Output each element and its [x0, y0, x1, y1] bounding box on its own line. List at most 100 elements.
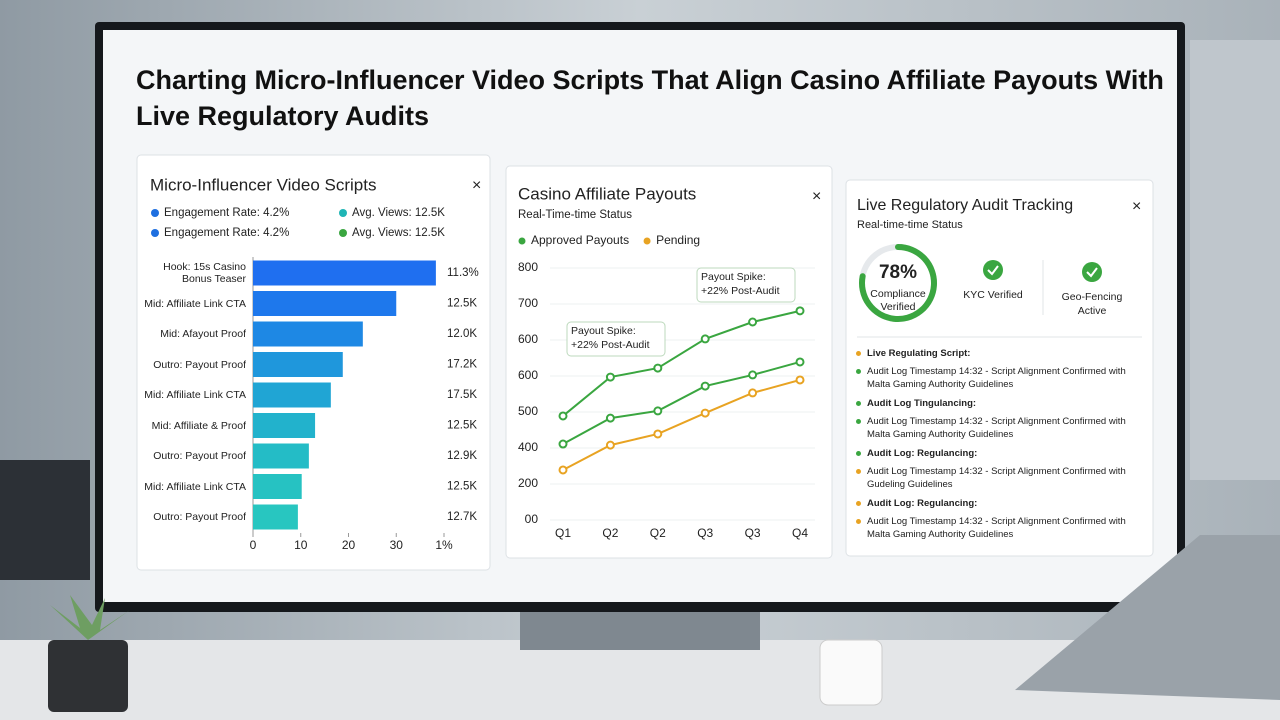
point [605, 372, 615, 382]
legend-text: Approved Payouts [531, 233, 629, 247]
x-tick-label: 20 [342, 538, 356, 552]
cup [819, 639, 883, 706]
log-dot [856, 351, 861, 356]
y-tick-label-box: Mid: Affiliate Link CTA [144, 480, 246, 493]
log-item: Audit Log Timestamp 14:32 - Script Align… [856, 415, 1146, 441]
point [748, 370, 758, 380]
y-tick-label: Hook: 15s Casino Bonus Teaser [163, 261, 246, 285]
point [605, 413, 615, 423]
close-icon[interactable]: × [1132, 198, 1141, 215]
y-tick-label-box: Mid: Affiliate Link CTA [144, 389, 246, 401]
legend-text: Engagement Rate: 4.2% [164, 227, 289, 239]
x-tick-label: 10 [294, 538, 308, 552]
log-dot [856, 469, 861, 474]
close-icon[interactable]: × [472, 177, 481, 194]
point [605, 440, 615, 450]
check-mark [1086, 267, 1098, 278]
plant [50, 595, 130, 640]
legend-dot [518, 237, 526, 245]
annotation-box [566, 321, 666, 357]
side-label: 17.2K [447, 359, 477, 371]
legend-dot [151, 209, 159, 217]
point [700, 381, 710, 391]
close-icon[interactable]: × [812, 188, 821, 205]
y-tick-label: 500 [518, 404, 538, 418]
x-tick-label: Q4 [792, 526, 808, 540]
check-label: KYC Verified [963, 289, 1023, 301]
check-mark [987, 265, 999, 276]
log-text: Audit Log Timestamp 14:32 - Script Align… [867, 516, 1126, 540]
bar [253, 474, 302, 499]
log-item: Audit Log Tingulancing: [856, 397, 1146, 410]
y-tick-label: Outro: Payout Proof [153, 358, 246, 371]
bar [253, 321, 363, 347]
point [700, 408, 710, 418]
legend-dot [643, 237, 651, 245]
log-dot [856, 369, 861, 374]
point [558, 439, 568, 449]
point [653, 363, 663, 373]
side-label: 11.3% [447, 267, 479, 279]
x-tick-label: Q3 [745, 526, 761, 540]
legend-text: Pending [656, 233, 700, 247]
gauge-label-box: Compliance Verified [870, 288, 925, 313]
annotation: Payout Spike: +22% Post-Audit [571, 325, 650, 351]
side-label: 12.5K [447, 420, 477, 432]
panel-title: Micro-Influencer Video Scripts [150, 175, 376, 194]
log-text: Audit Log Timestamp 14:32 - Script Align… [867, 416, 1126, 440]
log-item: Audit Log Timestamp 14:32 - Script Align… [856, 465, 1146, 491]
log-box: Live Regulating Script: Audit Log Timesta… [856, 347, 1146, 541]
y-tick-label: Mid: Affiliate Link CTA [144, 389, 246, 401]
laptop [1015, 535, 1280, 700]
audit-log: Live Regulating Script: Audit Log Timesta… [856, 347, 1146, 541]
panel-subtitle: Real-time-time Status [857, 219, 963, 231]
check-label: Geo-Fencing Active [1061, 291, 1123, 317]
side-label: 12.5K [447, 481, 477, 493]
check-icon [983, 260, 1003, 280]
bar [253, 413, 316, 438]
legend-text: Avg. Views: 12.5K [352, 207, 445, 219]
point [700, 334, 710, 344]
y-tick-label: 00 [525, 512, 539, 526]
legend-dot [151, 229, 159, 237]
side-label: 12.9K [447, 450, 477, 462]
y-tick-label-box: Mid: Affiliate & Proof [152, 420, 246, 432]
log-text: Audit Log Tingulancing: [867, 398, 977, 409]
point [795, 357, 805, 367]
y-tick-label-box: Hook: 15s Casino Bonus Teaser [163, 261, 246, 285]
window [1190, 40, 1280, 480]
point [795, 306, 805, 316]
monitor-stand [520, 610, 760, 650]
page-title-box: Charting Micro-Influencer Video Scripts … [136, 65, 1164, 131]
point [748, 388, 758, 398]
side-label: 12.7K [447, 511, 477, 523]
y-tick-label: 200 [518, 476, 538, 490]
bar [253, 443, 309, 469]
y-tick-label: Mid: Affiliate Link CTA [144, 480, 246, 493]
annotation-box [696, 267, 796, 303]
log-item: Audit Log Timestamp 14:32 - Script Align… [856, 515, 1146, 541]
annotation-box: Payout Spike: +22% Post-Audit [571, 325, 650, 351]
bar [253, 382, 331, 408]
y-tick-label: 700 [518, 296, 538, 310]
log-dot [856, 519, 861, 524]
x-tick-label: 0 [250, 538, 257, 552]
y-tick-label: Outro: Payout Proof [153, 511, 246, 523]
check-label-box: Geo-Fencing Active [1061, 291, 1123, 317]
log-item: Audit Log: Regulancing: [856, 447, 1146, 460]
x-tick-label: Q1 [555, 526, 571, 540]
x-tick-label: 1% [435, 538, 453, 552]
log-dot [856, 501, 861, 506]
y-tick-label: 600 [518, 332, 538, 346]
log-dot [856, 419, 861, 424]
check-icon [1082, 262, 1102, 282]
log-text: Audit Log: Regulancing: [867, 448, 978, 459]
side-label: 17.5K [447, 389, 477, 401]
log-text: Audit Log Timestamp 14:32 - Script Align… [867, 366, 1126, 390]
line [562, 378, 801, 471]
point [795, 375, 805, 385]
x-tick-label: 30 [390, 538, 404, 552]
panel [845, 179, 1154, 557]
y-tick-label: 600 [518, 368, 538, 382]
